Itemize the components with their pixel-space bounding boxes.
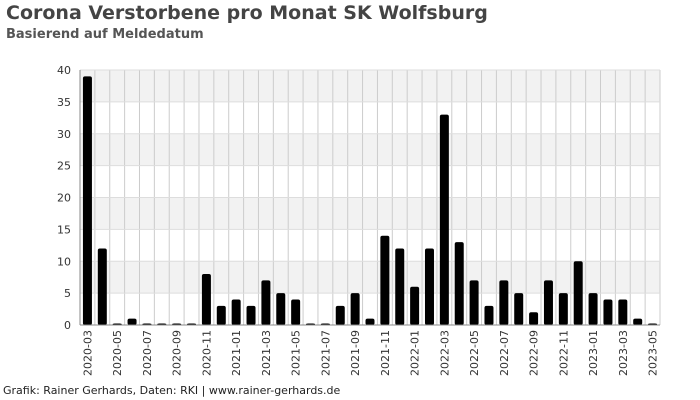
- x-tick-label: 2022-05: [468, 330, 481, 376]
- x-tick-label: 2021-11: [379, 330, 392, 376]
- bar: [231, 299, 241, 325]
- y-tick-label: 5: [64, 287, 71, 300]
- y-tick-label: 25: [57, 160, 71, 173]
- bar: [410, 286, 420, 325]
- x-tick-label: 2020-09: [171, 330, 184, 376]
- bar: [439, 114, 449, 325]
- bar: [469, 280, 479, 325]
- grid-band: [80, 261, 660, 294]
- y-tick-label: 10: [57, 255, 71, 268]
- bar: [514, 293, 524, 325]
- bar: [543, 280, 553, 325]
- x-tick-label: 2022-01: [409, 330, 422, 376]
- bar: [276, 293, 286, 325]
- y-tick-label: 30: [57, 128, 71, 141]
- x-tick-label: 2021-03: [260, 330, 273, 376]
- bar: [335, 305, 345, 325]
- chart-subtitle: Basierend auf Meldedatum: [6, 27, 204, 42]
- y-tick-label: 35: [57, 96, 71, 109]
- x-tick-label: 2022-03: [438, 330, 451, 376]
- bar: [558, 293, 568, 325]
- bar: [365, 318, 375, 325]
- bar: [454, 242, 464, 325]
- bar: [618, 299, 628, 325]
- bar: [603, 299, 613, 325]
- chart-title: Corona Verstorbene pro Monat SK Wolfsbur…: [6, 2, 488, 24]
- x-tick-label: 2020-07: [141, 330, 154, 376]
- bar: [380, 235, 390, 325]
- x-tick-label: 2022-07: [498, 330, 511, 376]
- bar: [350, 293, 360, 325]
- x-tick-label: 2020-05: [111, 330, 124, 376]
- bar: [291, 299, 301, 325]
- bar: [395, 248, 405, 325]
- bar: [499, 280, 509, 325]
- bar: [484, 305, 494, 325]
- y-tick-label: 40: [57, 64, 71, 77]
- x-tick-label: 2023-05: [647, 330, 660, 376]
- bar: [588, 293, 598, 325]
- y-tick-label: 0: [64, 319, 71, 332]
- bar: [573, 261, 583, 325]
- grid-band: [80, 70, 660, 102]
- bar: [246, 305, 256, 325]
- x-tick-label: 2022-11: [557, 330, 570, 376]
- y-tick-label: 15: [57, 223, 71, 236]
- x-tick-label: 2023-03: [617, 330, 630, 376]
- grid-band: [80, 197, 660, 230]
- x-tick-label: 2021-09: [349, 330, 362, 376]
- footer-credit: Grafik: Rainer Gerhards, Daten: RKI | ww…: [3, 384, 341, 397]
- bar: [633, 318, 643, 325]
- x-tick-label: 2021-01: [230, 330, 243, 376]
- bar: [82, 76, 92, 325]
- bar: [261, 280, 271, 325]
- bar: [424, 248, 434, 325]
- bar: [216, 305, 226, 325]
- x-tick-label: 2020-03: [81, 330, 94, 376]
- y-tick-label: 20: [57, 192, 71, 205]
- grid-band: [80, 133, 660, 166]
- x-tick-label: 2022-09: [528, 330, 541, 376]
- x-tick-label: 2021-07: [319, 330, 332, 376]
- bar: [97, 248, 107, 325]
- bar: [529, 312, 539, 325]
- bar: [201, 274, 211, 325]
- x-tick-label: 2021-05: [290, 330, 303, 376]
- x-tick-label: 2020-11: [200, 330, 213, 376]
- x-tick-label: 2023-01: [587, 330, 600, 376]
- bar: [127, 318, 137, 325]
